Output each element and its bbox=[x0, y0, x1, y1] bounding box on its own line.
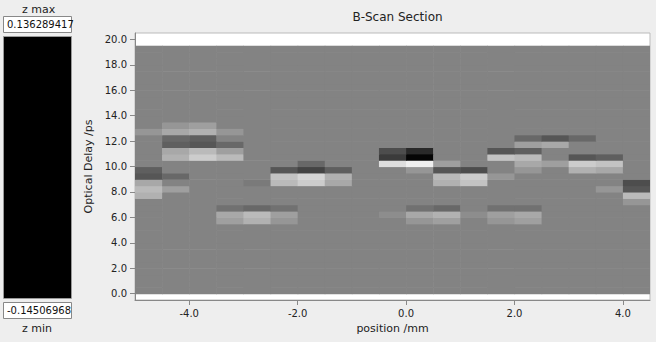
svg-text:Optical Delay /ps: Optical Delay /ps bbox=[82, 119, 95, 213]
svg-text:z min: z min bbox=[22, 322, 52, 335]
svg-text:8.0: 8.0 bbox=[111, 186, 127, 197]
svg-text:2.0: 2.0 bbox=[507, 308, 523, 319]
svg-text:B-Scan Section: B-Scan Section bbox=[352, 10, 442, 24]
svg-text:12.0: 12.0 bbox=[105, 136, 127, 147]
svg-text:2.0: 2.0 bbox=[111, 263, 127, 274]
svg-text:20.0: 20.0 bbox=[105, 34, 127, 45]
svg-text:0.0: 0.0 bbox=[111, 288, 127, 299]
svg-text:position /mm: position /mm bbox=[356, 322, 428, 335]
svg-text:-4.0: -4.0 bbox=[179, 308, 199, 319]
svg-text:16.0: 16.0 bbox=[105, 85, 127, 96]
svg-text:0.136289417: 0.136289417 bbox=[7, 19, 74, 30]
svg-text:4.0: 4.0 bbox=[615, 308, 631, 319]
svg-text:0.0: 0.0 bbox=[398, 308, 414, 319]
svg-text:z max: z max bbox=[22, 3, 56, 16]
svg-text:4.0: 4.0 bbox=[111, 237, 127, 248]
svg-text:18.0: 18.0 bbox=[105, 59, 127, 70]
svg-text:-2.0: -2.0 bbox=[288, 308, 308, 319]
svg-text:6.0: 6.0 bbox=[111, 212, 127, 223]
svg-text:-0.14506968: -0.14506968 bbox=[7, 305, 71, 316]
svg-text:10.0: 10.0 bbox=[105, 161, 127, 172]
svg-text:14.0: 14.0 bbox=[105, 110, 127, 121]
